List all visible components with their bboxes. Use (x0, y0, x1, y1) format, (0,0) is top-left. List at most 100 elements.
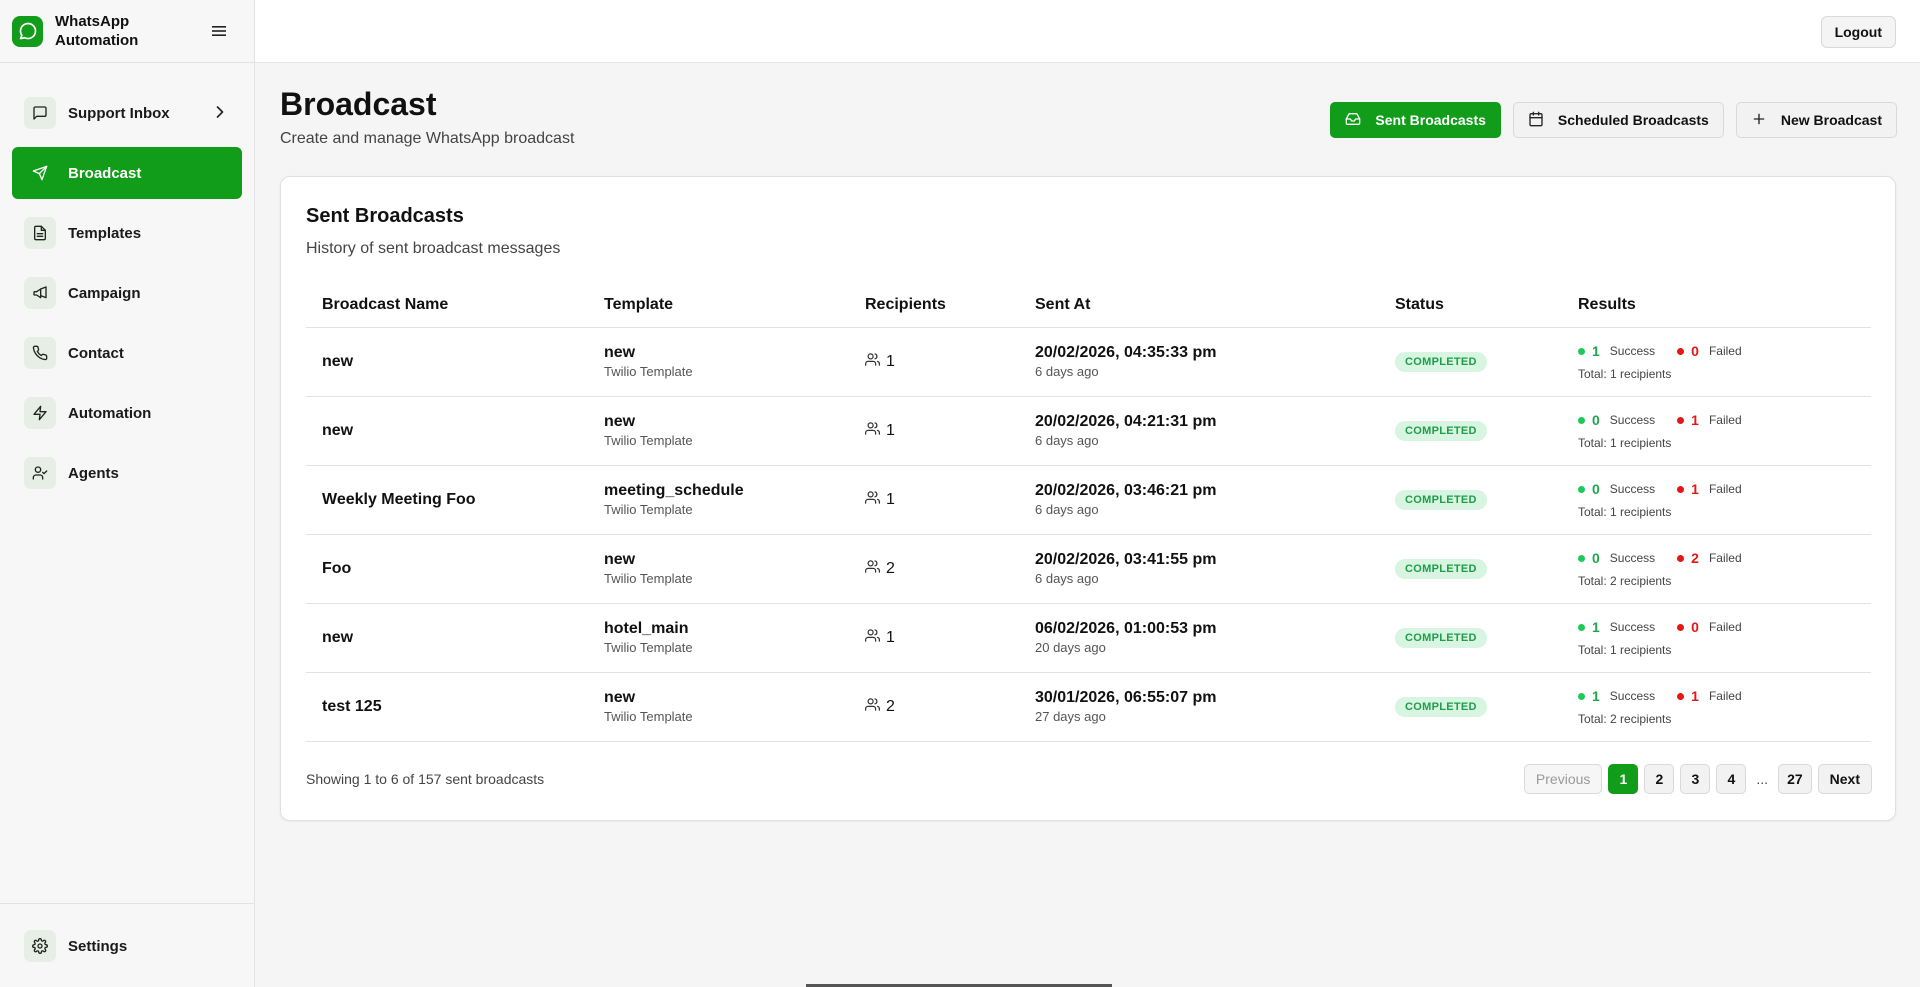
logout-button[interactable]: Logout (1820, 16, 1896, 48)
status-cell: COMPLETED (1379, 672, 1562, 742)
table-header-row: Broadcast Name Template Recipients Sent … (306, 283, 1871, 328)
sidebar: WhatsApp Automation Support Inbox Broadc… (0, 0, 255, 987)
failed-dot-icon (1677, 347, 1685, 355)
sidebar-item-templates[interactable]: Templates (12, 207, 242, 259)
users-icon (865, 559, 880, 579)
broadcast-name: new (322, 628, 354, 646)
results-total: Total: 1 recipients (1578, 505, 1672, 519)
new-broadcast-label: New Broadcast (1780, 112, 1882, 128)
status-cell: COMPLETED (1379, 396, 1562, 466)
template-name: hotel_main (604, 619, 689, 637)
sidebar-item-support-inbox[interactable]: Support Inbox (12, 87, 242, 139)
column-header-recipients: Recipients (849, 283, 1019, 328)
status-badge: COMPLETED (1395, 420, 1487, 441)
whatsapp-logo-icon (12, 15, 43, 47)
recipient-count: 2 (886, 697, 895, 715)
users-icon (865, 421, 880, 441)
success-label: Success (1609, 689, 1656, 703)
template-cell: meeting_schedule Twilio Template (588, 465, 849, 535)
success-count: 0 (1592, 412, 1600, 428)
sidebar-item-contact[interactable]: Contact (12, 327, 242, 379)
page-subtitle: Create and manage WhatsApp broadcast (280, 130, 575, 147)
broadcasts-table: Broadcast Name Template Recipients Sent … (306, 283, 1871, 742)
sidebar-item-broadcast[interactable]: Broadcast (12, 147, 242, 199)
failed-count: 1 (1691, 688, 1699, 704)
megaphone-icon (24, 277, 56, 309)
sent-at-datetime: 20/02/2026, 04:35:33 pm (1035, 343, 1217, 361)
sent-at-cell: 20/02/2026, 03:46:21 pm 6 days ago (1019, 465, 1379, 535)
page-button-4[interactable]: 4 (1716, 764, 1747, 794)
results-total: Total: 1 recipients (1578, 643, 1672, 657)
sidebar-item-automation[interactable]: Automation (12, 387, 242, 439)
page-button-2[interactable]: 2 (1644, 764, 1675, 794)
inbox-icon (1345, 111, 1361, 130)
template-cell: new Twilio Template (588, 396, 849, 466)
sidebar-item-label: Support Inbox (68, 104, 170, 122)
previous-page-button[interactable]: Previous (1523, 764, 1603, 794)
results-cell: 1 Success 0 Failed Total: 1 recipients (1562, 603, 1871, 673)
template-name: new (604, 412, 636, 430)
results-cell: 0 Success 1 Failed Total: 1 recipients (1562, 465, 1871, 535)
send-icon (24, 157, 56, 189)
new-broadcast-button[interactable]: New Broadcast (1735, 102, 1897, 138)
card-title: Sent Broadcasts (306, 205, 464, 227)
scroll-indicator (806, 984, 1112, 987)
scheduled-broadcasts-label: Scheduled Broadcasts (1557, 112, 1709, 128)
sidebar-item-agents[interactable]: Agents (12, 447, 242, 499)
sidebar-item-label: Campaign (68, 284, 141, 302)
success-label: Success (1609, 413, 1656, 427)
sidebar-item-label: Contact (68, 344, 124, 362)
next-page-button[interactable]: Next (1817, 764, 1872, 794)
broadcast-name-cell: new (306, 603, 588, 673)
template-name: new (604, 688, 636, 706)
sidebar-item-campaign[interactable]: Campaign (12, 267, 242, 319)
sent-at-relative: 6 days ago (1035, 501, 1099, 517)
failed-dot-icon (1677, 692, 1685, 700)
template-type: Twilio Template (604, 501, 693, 517)
sent-broadcasts-button[interactable]: Sent Broadcasts (1330, 102, 1501, 138)
table-row[interactable]: test 125 new Twilio Template 2 30/01/2026, 0… (306, 672, 1871, 742)
page-button-3[interactable]: 3 (1680, 764, 1711, 794)
results-cell: 1 Success 1 Failed Total: 2 recipients (1562, 672, 1871, 742)
success-dot-icon (1578, 347, 1585, 355)
failed-count: 0 (1691, 619, 1699, 635)
status-badge: COMPLETED (1395, 696, 1487, 717)
recipient-count: 2 (886, 559, 895, 577)
broadcast-name-cell: new (306, 327, 588, 397)
sidebar-footer: Settings (0, 903, 254, 987)
table-row[interactable]: new new Twilio Template 1 20/02/2026, 04:35:… (306, 327, 1871, 397)
page-button-last[interactable]: 27 (1778, 764, 1812, 794)
gear-icon (24, 930, 56, 962)
table-row[interactable]: new hotel_main Twilio Template 1 06/02/2026,… (306, 603, 1871, 673)
sidebar-item-label: Automation (68, 404, 152, 422)
plus-icon (1751, 111, 1767, 130)
status-badge: COMPLETED (1395, 627, 1487, 648)
broadcast-name-cell: new (306, 396, 588, 466)
page-button-1[interactable]: 1 (1608, 764, 1639, 794)
broadcast-name-cell: Weekly Meeting Foo (306, 465, 588, 535)
sent-at-relative: 20 days ago (1035, 639, 1106, 655)
recipients-cell: 2 (849, 534, 1019, 604)
success-dot-icon (1578, 692, 1585, 700)
sidebar-item-settings[interactable]: Settings (12, 920, 242, 972)
success-count: 0 (1592, 550, 1600, 566)
scheduled-broadcasts-button[interactable]: Scheduled Broadcasts (1512, 102, 1724, 138)
table-row[interactable]: Weekly Meeting Foo meeting_schedule Twilio… (306, 465, 1871, 535)
recipients-cell: 1 (849, 603, 1019, 673)
sent-at-relative: 27 days ago (1035, 708, 1106, 724)
sidebar-item-label: Settings (68, 937, 128, 955)
template-cell: new Twilio Template (588, 327, 849, 397)
template-type: Twilio Template (604, 432, 693, 448)
chevron-right-icon (210, 102, 230, 126)
menu-toggle-icon[interactable] (208, 20, 230, 42)
table-row[interactable]: new new Twilio Template 1 20/02/2026, 04:21:… (306, 396, 1871, 466)
success-label: Success (1609, 551, 1656, 565)
template-cell: new Twilio Template (588, 672, 849, 742)
table-row[interactable]: Foo new Twilio Template 2 20/02/2026, 03:41:… (306, 534, 1871, 604)
recipients-cell: 1 (849, 396, 1019, 466)
broadcast-name-cell: Foo (306, 534, 588, 604)
pagination: Previous 1 2 3 4 ... 27 Next (1523, 764, 1872, 794)
sent-at-datetime: 20/02/2026, 03:41:55 pm (1035, 550, 1217, 568)
template-type: Twilio Template (604, 570, 693, 586)
recipients-cell: 1 (849, 465, 1019, 535)
